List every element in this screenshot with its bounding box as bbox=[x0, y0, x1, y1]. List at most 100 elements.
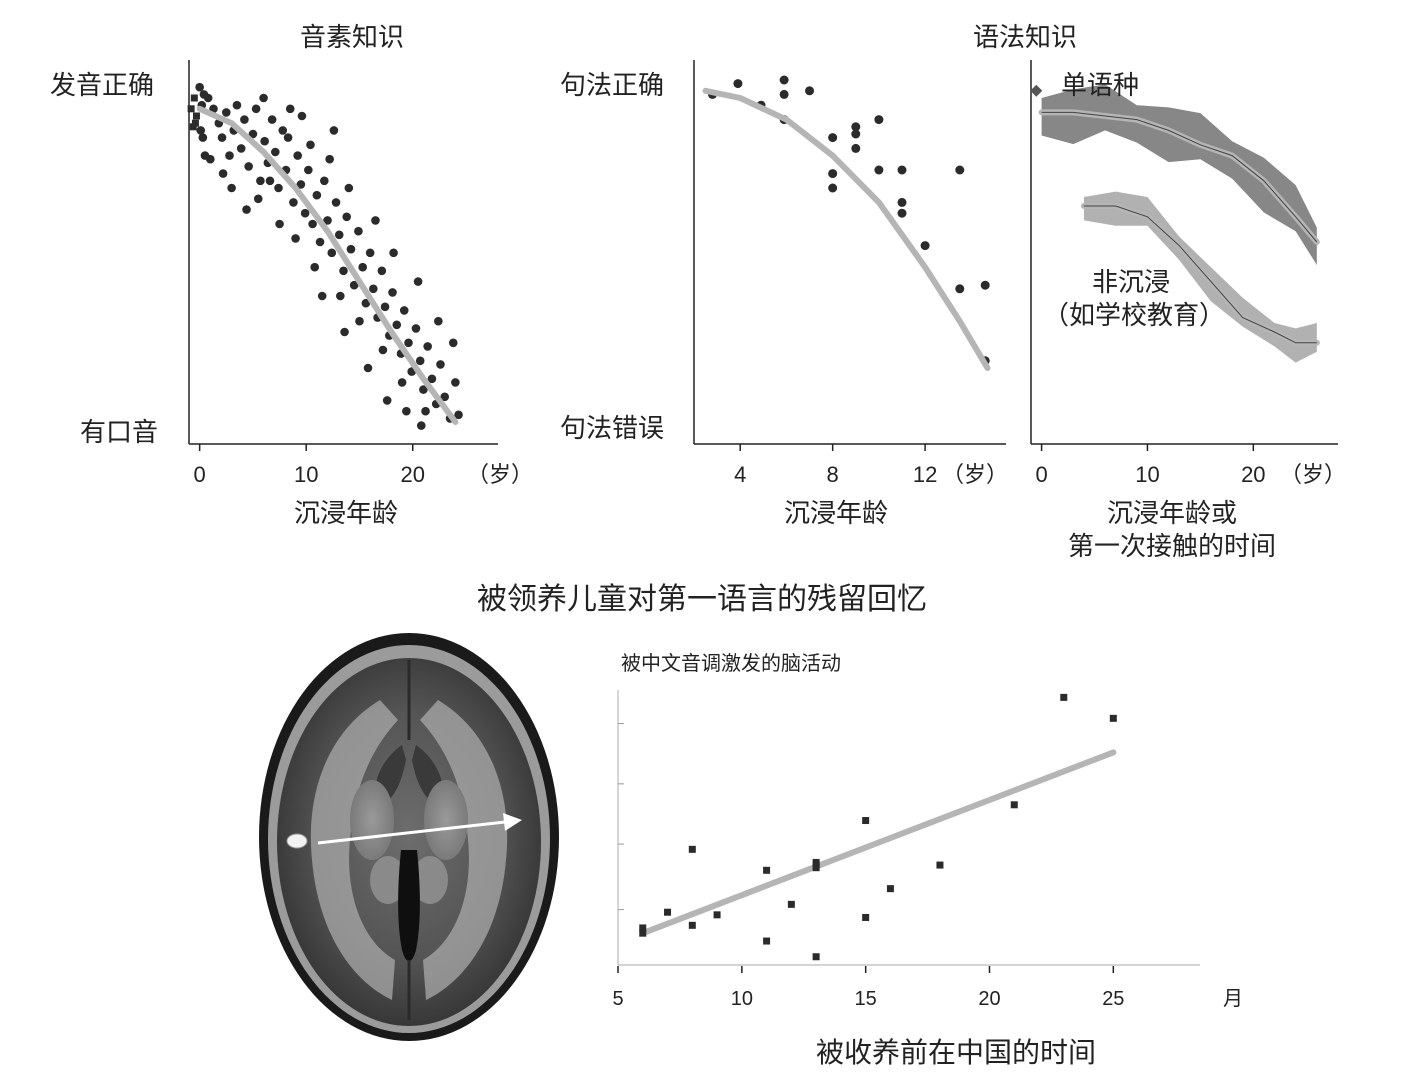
phoneme-point bbox=[339, 266, 348, 276]
phoneme-point bbox=[427, 374, 437, 384]
phoneme-point bbox=[440, 392, 450, 402]
phoneme-point bbox=[392, 320, 402, 330]
midline-ventricle bbox=[398, 850, 420, 962]
phoneme-points bbox=[187, 82, 463, 430]
brain-activity-point bbox=[862, 817, 870, 825]
brain-activity-x-label: 被收养前在中国的时间 bbox=[816, 1036, 1096, 1069]
brain-tick-label-15: 15 bbox=[855, 988, 877, 1010]
phoneme-point bbox=[203, 93, 213, 103]
brain-activity-fit-line bbox=[639, 749, 1117, 937]
syntax-point bbox=[851, 143, 861, 153]
syntax-point bbox=[828, 133, 838, 143]
syntax-point bbox=[851, 129, 861, 139]
phoneme-tick-label-10: 10 bbox=[294, 462, 318, 487]
phoneme-point bbox=[304, 165, 313, 175]
brain-activity-point bbox=[787, 900, 795, 908]
activation-spot bbox=[286, 833, 308, 849]
basal-ganglia-left bbox=[350, 780, 394, 860]
phoneme-point bbox=[189, 123, 197, 131]
phoneme-tick-label-20: 20 bbox=[401, 462, 425, 487]
phoneme-point bbox=[378, 345, 388, 355]
phoneme-point bbox=[265, 176, 275, 186]
syntax-points bbox=[707, 75, 990, 366]
phoneme-point bbox=[415, 356, 425, 366]
phoneme-point bbox=[217, 133, 227, 142]
phoneme-point bbox=[331, 198, 341, 207]
syntax-point bbox=[779, 75, 789, 85]
brain-activity-y-ticks bbox=[618, 723, 624, 911]
brain-activity-point bbox=[713, 911, 721, 919]
thalamus-right bbox=[412, 856, 448, 904]
basal-ganglia-right bbox=[424, 780, 468, 860]
brain-activity-point bbox=[763, 937, 771, 945]
exposure-tick-label-0: 0 bbox=[1035, 462, 1047, 487]
phoneme-point bbox=[256, 176, 265, 186]
phoneme-point bbox=[198, 133, 208, 142]
brain-activity-point bbox=[763, 866, 771, 874]
phoneme-point bbox=[336, 291, 345, 301]
phoneme-point bbox=[285, 104, 295, 114]
exposure-x-unit: （岁） bbox=[1280, 462, 1346, 487]
phoneme-point bbox=[423, 342, 432, 351]
brain-tick-label-5: 5 bbox=[612, 988, 623, 1010]
syntax-point bbox=[955, 284, 965, 294]
brain-activity-point bbox=[886, 885, 894, 893]
monolingual-band bbox=[1041, 84, 1317, 266]
phoneme-point bbox=[389, 248, 398, 258]
monolingual-mean bbox=[1041, 111, 1318, 243]
brain-activity-x-ticks: 5 10 15 20 25 bbox=[612, 966, 1124, 1010]
phoneme-point bbox=[380, 302, 390, 312]
phoneme-point bbox=[327, 248, 337, 258]
phoneme-point bbox=[296, 180, 306, 189]
syntax-ticks: 4 8 12 bbox=[734, 444, 937, 487]
phoneme-y-bottom-label: 有口音 bbox=[80, 418, 158, 448]
phoneme-point bbox=[275, 219, 284, 229]
phoneme-point bbox=[320, 176, 329, 186]
phoneme-y-top-label: 发音正确 bbox=[50, 71, 154, 101]
phoneme-point bbox=[404, 338, 413, 348]
phoneme-point bbox=[306, 140, 315, 150]
phoneme-point bbox=[232, 100, 242, 110]
phoneme-point bbox=[191, 119, 199, 127]
brain-activity-points bbox=[639, 693, 1117, 961]
syntax-point bbox=[828, 183, 838, 193]
syntax-point bbox=[733, 79, 743, 89]
monolingual-marker bbox=[1030, 84, 1043, 97]
brain-activity-point bbox=[936, 861, 944, 869]
phoneme-point bbox=[260, 136, 269, 146]
thalamus-left bbox=[370, 856, 406, 904]
phoneme-point bbox=[342, 212, 351, 222]
nonimmersion-label-line2: （如学校教育） bbox=[1043, 301, 1225, 331]
phoneme-point bbox=[354, 226, 363, 236]
phoneme-point bbox=[388, 288, 397, 297]
phoneme-tick-label-0: 0 bbox=[194, 462, 206, 487]
phoneme-point bbox=[344, 183, 354, 193]
syntax-y-top-label: 句法正确 bbox=[560, 71, 664, 101]
phoneme-point bbox=[312, 190, 322, 200]
phoneme-panel: 音素知识 发音正确 有口音 0 10 20 （岁） 沉浸年龄 bbox=[50, 23, 533, 529]
phoneme-point bbox=[315, 237, 325, 247]
syntax-x-unit: （岁） bbox=[942, 462, 1008, 487]
syntax-y-bottom-label: 句法错误 bbox=[560, 414, 664, 444]
phoneme-point bbox=[221, 108, 231, 117]
syntax-point bbox=[874, 115, 884, 125]
brain-activity-point bbox=[1060, 693, 1068, 701]
brain-activity-point bbox=[688, 845, 696, 853]
figure-caption: 被领养儿童对第一语言的残留回忆 bbox=[477, 582, 927, 617]
syntax-tick-label-12: 12 bbox=[913, 462, 937, 487]
phoneme-point bbox=[274, 183, 283, 193]
phoneme-point bbox=[397, 378, 407, 387]
phoneme-point bbox=[436, 360, 445, 369]
phoneme-point bbox=[300, 208, 310, 218]
phoneme-point bbox=[190, 94, 198, 102]
syntax-point bbox=[779, 89, 789, 99]
exposure-series bbox=[1030, 84, 1320, 363]
phoneme-point bbox=[434, 316, 443, 326]
brain-activity-point bbox=[639, 929, 647, 937]
phoneme-point bbox=[363, 363, 373, 373]
syntax-x-label: 沉浸年龄 bbox=[784, 499, 888, 529]
brain-activity-point bbox=[812, 953, 820, 961]
syntax-panel: 语法知识 句法正确 句法错误 4 8 12 （岁） 沉浸年龄 bbox=[560, 23, 1077, 529]
exposure-ticks: 0 10 20 bbox=[1035, 444, 1266, 487]
